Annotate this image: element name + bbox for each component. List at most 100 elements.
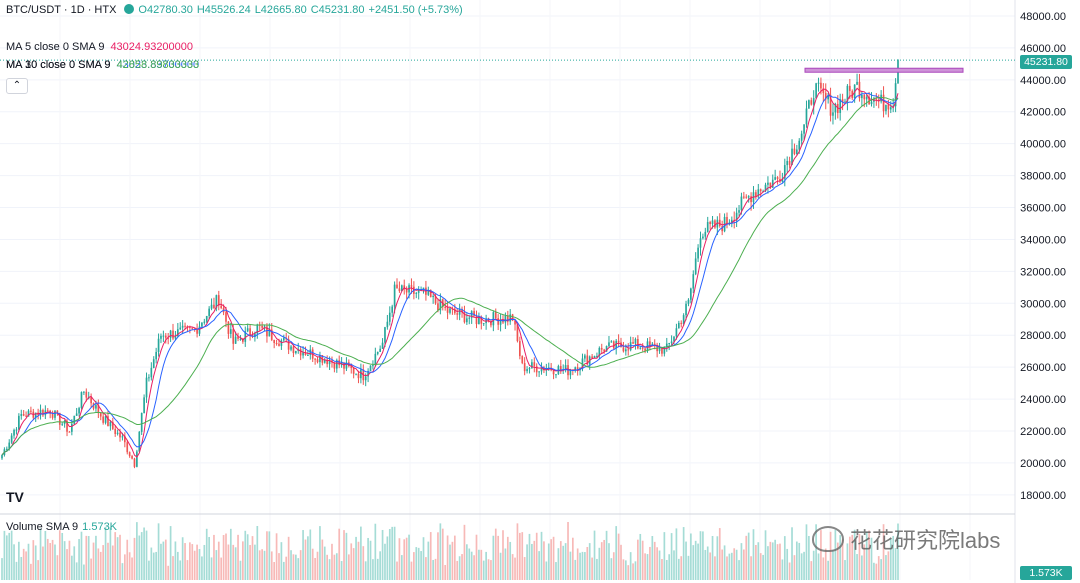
volume-bar	[46, 538, 49, 580]
volume-bar	[603, 539, 605, 580]
volume-bar	[176, 551, 179, 580]
candle	[718, 219, 721, 227]
volume-bar	[651, 536, 654, 580]
candle	[677, 322, 680, 329]
candle	[555, 374, 557, 376]
y-tick-label: 38000.00	[1020, 171, 1066, 183]
volume-bar	[641, 540, 644, 580]
candle	[246, 328, 249, 332]
volume-bar	[155, 551, 157, 580]
candle	[352, 368, 355, 374]
volume-bar	[702, 531, 704, 580]
volume-bar	[242, 541, 244, 580]
candle	[581, 358, 584, 368]
candle	[102, 416, 105, 423]
ma30-legend-visible[interactable]: MA 30 close 0 SMA 9 42858.89833333	[6, 59, 199, 71]
candle	[417, 290, 420, 293]
candle	[743, 196, 745, 198]
volume-bar	[865, 531, 868, 580]
volume-bar	[793, 555, 796, 580]
volume-bar	[80, 531, 83, 580]
volume-bar	[420, 551, 422, 580]
candle	[111, 421, 114, 429]
volume-legend[interactable]: Volume SMA 9 1.573K	[6, 521, 117, 533]
candle	[822, 88, 825, 94]
volume-bar	[800, 553, 803, 580]
y-tick-label: 26000.00	[1020, 362, 1066, 374]
volume-bar	[781, 559, 784, 580]
candle	[437, 303, 439, 311]
candle	[232, 329, 235, 344]
volume-bar	[747, 532, 750, 580]
tradingview-logo[interactable]: TV	[6, 489, 24, 505]
volume-bar	[767, 546, 769, 580]
volume-bar	[347, 554, 350, 580]
ma30-line	[1, 96, 899, 456]
volume-bar	[44, 530, 47, 580]
volume-bar	[189, 542, 191, 580]
candle	[834, 103, 837, 113]
volume-bar	[673, 550, 675, 580]
volume-bar	[535, 532, 538, 580]
candle	[46, 410, 49, 412]
symbol-label[interactable]: BTC/USDT · 1D · HTX	[6, 4, 117, 16]
volume-bar	[304, 539, 307, 580]
volume-bar	[229, 528, 232, 580]
candle	[887, 104, 890, 110]
collapse-legend-button[interactable]: ⌃	[6, 78, 28, 94]
volume-bar	[470, 551, 473, 580]
volume-bar	[66, 549, 68, 580]
candle	[798, 140, 801, 150]
candle	[487, 318, 490, 322]
candle	[5, 448, 8, 450]
volume-bar	[499, 552, 502, 580]
y-tick-label: 42000.00	[1020, 107, 1066, 119]
volume-bar	[369, 540, 372, 580]
volume-bar	[885, 555, 887, 580]
candle	[78, 408, 80, 414]
candle	[290, 346, 292, 350]
candle	[750, 196, 752, 203]
volume-bar	[463, 524, 466, 580]
y-tick-label: 46000.00	[1020, 43, 1066, 55]
volume-bar	[482, 560, 485, 580]
candle	[13, 429, 15, 436]
ma5-legend[interactable]: MA 5 close 0 SMA 9 43024.93200000	[6, 41, 193, 53]
volume-bar	[677, 558, 680, 580]
candle	[268, 329, 271, 337]
candle	[653, 343, 656, 346]
watermark-text: 花花研究院labs	[850, 528, 1001, 553]
volume-bar	[726, 556, 728, 580]
candle	[323, 359, 326, 363]
volume-bar	[504, 548, 507, 580]
volume-bar	[258, 550, 261, 580]
candle	[658, 347, 661, 352]
candle	[357, 373, 360, 379]
volume-bar	[798, 542, 801, 580]
volume-bar	[20, 556, 23, 580]
volume-bar	[791, 527, 793, 580]
candle	[856, 81, 858, 85]
candle	[295, 350, 297, 354]
volume-bar	[169, 526, 172, 580]
volume-bar	[157, 523, 160, 580]
candle	[360, 369, 362, 379]
volume-bar	[711, 535, 714, 580]
ma10-legend[interactable]: MA 10 close 0 SMA 9 43023.83700000	[6, 59, 199, 71]
volume-bar	[868, 530, 870, 580]
candle	[386, 321, 389, 328]
volume-bar	[547, 543, 550, 580]
y-tick-label: 24000.00	[1020, 394, 1066, 406]
volume-bar	[875, 563, 878, 580]
volume-bar	[266, 531, 268, 580]
volume-bar	[716, 536, 719, 580]
volume-bar	[853, 529, 856, 580]
volume-bar	[417, 547, 420, 580]
candle	[254, 333, 256, 337]
y-tick-label: 18000.00	[1020, 490, 1066, 502]
volume-bar	[555, 562, 557, 580]
candle	[148, 377, 150, 379]
volume-bar	[179, 560, 182, 580]
volume-bar	[516, 523, 519, 580]
